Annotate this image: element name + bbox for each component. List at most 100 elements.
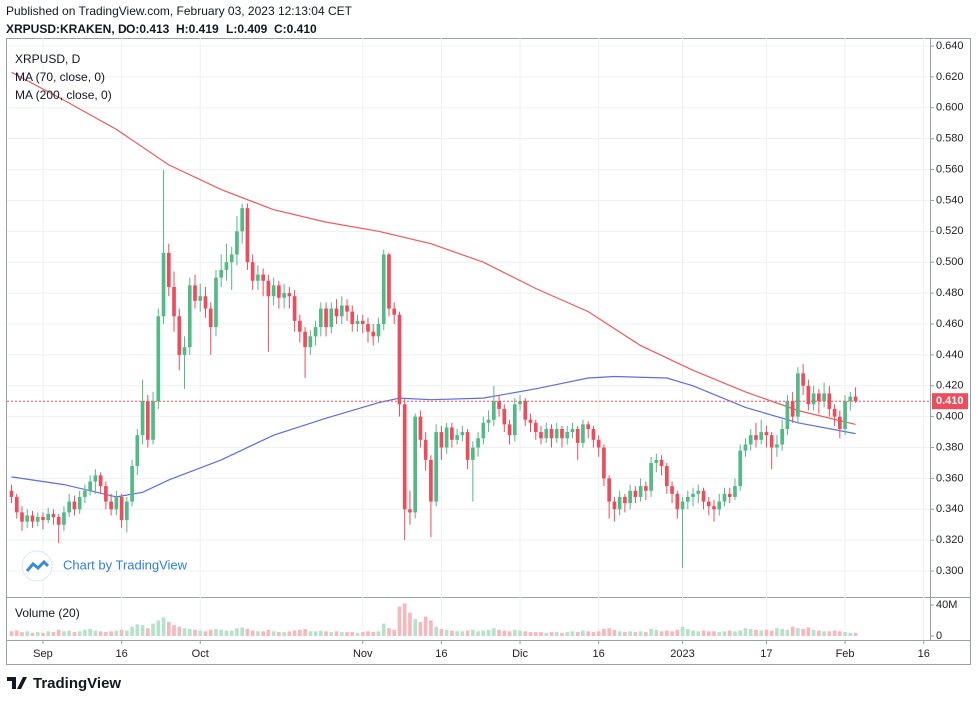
candle-body [30,515,35,522]
volume-bar [497,629,501,636]
candle-body [187,285,192,348]
candle-body [98,475,103,487]
candle-body [408,509,412,513]
candle-body [727,493,732,497]
volume-bar [345,632,349,636]
volume-bar [313,631,318,636]
candle-body [418,416,423,440]
candle-body [554,428,559,439]
ma-lines [11,71,856,498]
volume-bar [575,632,580,636]
footer-logo: TradingView [7,675,121,692]
candle-body [51,513,56,518]
candle-body [444,427,449,448]
moving-average [11,375,856,498]
volume-bar [822,631,826,636]
candle-body [822,393,826,402]
candle-body [748,435,753,445]
candle-body [843,401,847,429]
volume-bar [25,631,30,636]
candle-body [324,308,328,328]
candle-body [465,432,470,460]
candle-body [93,475,98,482]
volume-bar [20,632,24,636]
candle-body [654,459,659,463]
candle-body [670,486,674,494]
volume-bar [46,631,51,636]
candle-body [680,501,685,510]
volume-bar [145,628,150,636]
volume-title: Volume (20) [15,606,80,620]
volume-bar [77,631,82,636]
candle-body [203,296,208,309]
volume-bar [292,630,297,636]
candle-body [282,293,286,298]
volume-bar [612,629,617,636]
legend-symbol: XRPUSD, D [15,52,81,66]
candle-body [743,444,748,451]
candle-body [83,490,87,497]
candle-body [35,517,40,522]
volume-bar [581,630,585,636]
candle-body [208,308,213,328]
candle-body [229,254,234,263]
volume-bar [318,630,323,636]
volume-bar [114,630,119,636]
candle-body [560,428,564,439]
candle-body [104,486,108,502]
candle-body [371,331,376,337]
volume-bar [413,618,418,636]
candle-body [402,404,407,510]
volume-bar [35,632,40,636]
candle-body [486,419,491,423]
candle-body [664,466,669,487]
volume-bar [287,631,292,636]
volume-bar [502,630,507,636]
volume-bar [460,631,465,636]
volume-bar [701,630,706,636]
volume-bar [381,623,386,636]
candle-body [303,331,307,348]
candle-body [685,496,690,502]
volume-bar [166,622,171,636]
candle-body [764,432,769,436]
volume-bar [455,631,459,636]
candle-body [376,323,381,337]
legend-ma70: MA (70, close, 0) [15,70,105,84]
x-tick-label: 16 [115,648,127,660]
volume-bar [607,628,611,636]
volume-bar [187,628,192,636]
volume-bar [764,629,769,636]
volume-bar [512,629,517,636]
candle-body [549,428,554,439]
volume-bar [544,632,549,636]
volume-bar [261,631,265,636]
volume-bar [193,629,197,636]
volume-bar [565,632,570,636]
volume-bar [392,629,397,636]
x-tick-label: 16 [918,648,930,660]
candle-body [429,459,433,502]
volume-bar [775,628,779,636]
volume-bar [827,631,832,636]
candle-body [161,252,166,317]
volume-bar [664,630,669,636]
candle-body [355,320,360,324]
candle-body [114,496,119,510]
candle-body [172,286,176,317]
candle-body [544,428,549,439]
candle-body [41,517,45,521]
candle-body [471,447,475,460]
volume-bar [156,620,161,636]
candle-body [423,439,428,460]
volume-bar [266,629,271,636]
volume-bar [51,632,56,636]
candle-body [224,262,229,270]
candle-body [811,393,816,405]
volume-bar [366,631,370,636]
volume-bar [507,631,512,636]
ohlc-close: C:0.410 [274,22,317,36]
candle-body [182,347,187,355]
